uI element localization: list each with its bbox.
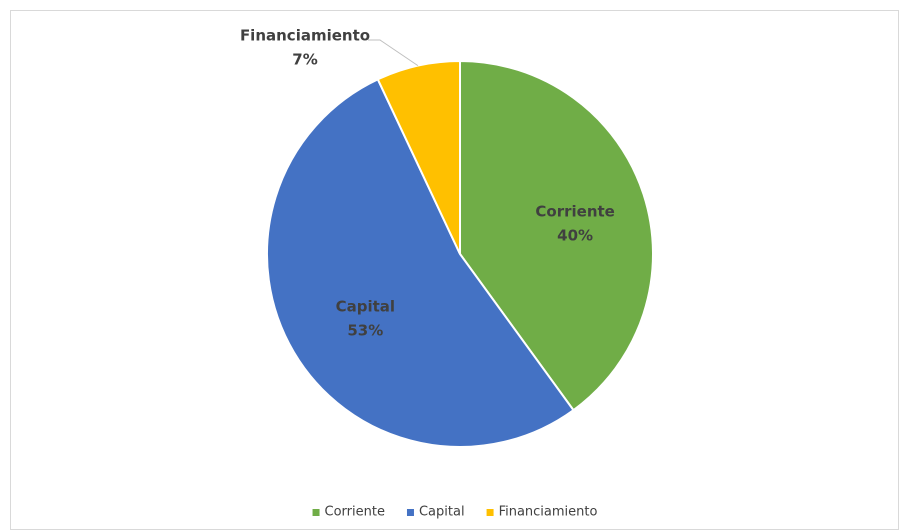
pie-slice (376, 59, 461, 255)
legend-swatch (486, 509, 494, 516)
legend-label: Capital (419, 505, 465, 520)
data-label-name: Corriente (535, 203, 614, 221)
data-label-value: 40% (557, 227, 593, 245)
legend-swatch (312, 509, 320, 516)
pie-slice (265, 78, 575, 448)
leader-line (368, 39, 419, 67)
legend-label: Corriente (325, 505, 385, 520)
legend-swatch (406, 509, 414, 516)
legend-label: Financiamiento (499, 505, 598, 520)
pie-slice (459, 59, 654, 412)
data-label-name: Financiamiento (240, 27, 370, 45)
data-label-name: Capital (336, 297, 395, 315)
data-label-value: 7% (292, 51, 317, 69)
data-label-value: 53% (347, 321, 383, 339)
